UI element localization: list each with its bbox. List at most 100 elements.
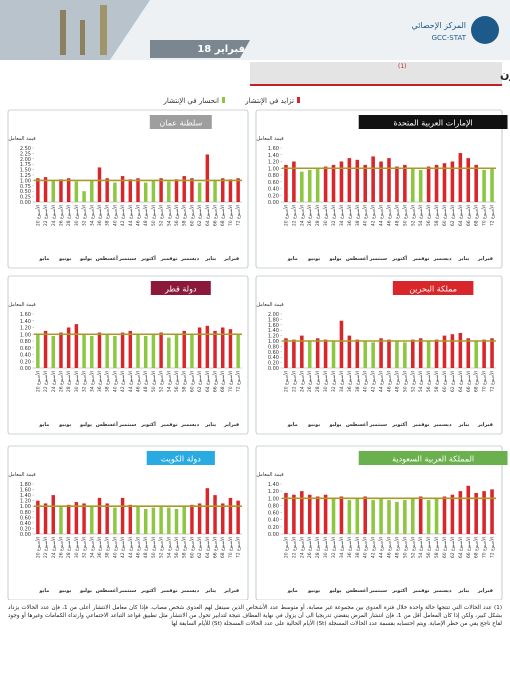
bar [434, 339, 439, 368]
month-label: أكتوبر [140, 587, 156, 594]
bar [36, 500, 40, 534]
bar [442, 163, 447, 202]
title-band [250, 62, 502, 84]
y-tick-label: 1.40 [20, 493, 31, 499]
x-tick-label: الأسبوع 42 [119, 537, 126, 558]
bar [167, 507, 171, 534]
tower [80, 20, 85, 55]
x-tick-label: الأسبوع 28 [65, 205, 72, 226]
month-label: يناير [458, 588, 470, 594]
month-label: مايو [287, 422, 298, 428]
x-tick-label: الأسبوع 36 [96, 537, 103, 558]
x-tick-label: الأسبوع 60 [441, 205, 448, 226]
x-tick-label: الأسبوع 68 [219, 537, 226, 558]
x-tick-label: الأسبوع 42 [119, 371, 126, 392]
chart-title-badge [358, 115, 508, 129]
bar [403, 500, 407, 534]
bar [213, 180, 217, 202]
x-tick-label: الأسبوع 52 [409, 537, 416, 558]
bar [395, 341, 399, 368]
month-label: أغسطس [96, 421, 118, 428]
bar [458, 491, 463, 534]
bar [347, 335, 352, 368]
x-tick-label: الأسبوع 48 [393, 371, 400, 392]
bar [379, 338, 383, 368]
month-label: يناير [458, 256, 470, 262]
x-tick-label: الأسبوع 46 [135, 371, 142, 392]
date: 18 فبراير [197, 44, 245, 55]
y-tick-label: 0.75 [20, 184, 31, 190]
x-tick-label: الأسبوع 36 [96, 371, 103, 392]
month-label: مايو [287, 588, 298, 594]
x-tick-label: الأسبوع 62 [196, 205, 203, 226]
x-tick-label: الأسبوع 30 [73, 537, 80, 558]
bar [167, 181, 171, 202]
x-tick-label: الأسبوع 64 [457, 371, 464, 392]
x-tick-label: الأسبوع 24 [298, 205, 305, 226]
bar [442, 496, 447, 534]
month-label: يوليو [328, 588, 341, 594]
bar [410, 168, 415, 202]
x-tick-label: الأسبوع 62 [449, 371, 456, 392]
x-tick-label: الأسبوع 20 [282, 205, 289, 226]
bar [410, 498, 415, 534]
y-tick-label: 1.20 [268, 489, 279, 495]
x-tick-label: الأسبوع 46 [135, 205, 142, 226]
y-tick-label: 1.20 [268, 334, 279, 340]
x-tick-label: الأسبوع 20 [34, 537, 41, 558]
bar [113, 507, 117, 534]
x-tick-label: الأسبوع 50 [401, 537, 408, 558]
y-tick-label: 1.00 [268, 166, 279, 172]
bar [371, 156, 375, 202]
bar [66, 504, 71, 534]
bar [182, 506, 186, 534]
x-tick-label: الأسبوع 70 [481, 205, 488, 226]
x-tick-label: الأسبوع 22 [290, 537, 297, 558]
x-tick-label: الأسبوع 40 [111, 537, 118, 558]
bar [482, 339, 486, 368]
bar [120, 332, 125, 368]
bar [474, 164, 478, 202]
x-tick-label: الأسبوع 54 [417, 537, 424, 558]
x-tick-label: الأسبوع 72 [235, 205, 242, 226]
bar [105, 503, 109, 534]
y-tick-label: 1.75 [20, 162, 31, 168]
bar [51, 180, 55, 202]
x-tick-label: الأسبوع 50 [150, 537, 157, 558]
bar [490, 168, 494, 202]
chart-title-badge [149, 115, 212, 129]
month-label: نوفمبر [160, 588, 178, 594]
x-tick-label: الأسبوع 24 [298, 371, 305, 392]
y-tick-label: 0.40 [20, 521, 31, 527]
x-tick-label: الأسبوع 22 [290, 205, 297, 226]
x-tick-label: الأسبوع 36 [346, 205, 353, 226]
bar [395, 166, 399, 202]
x-tick-label: الأسبوع 26 [306, 205, 313, 226]
chart-title: المملكة العربية السعودية [392, 455, 474, 464]
y-tick-label: 1.60 [20, 312, 31, 318]
x-tick-label: الأسبوع 50 [150, 371, 157, 392]
bar [466, 485, 471, 534]
month-label: أكتوبر [140, 255, 156, 262]
x-tick-label: الأسبوع 32 [330, 537, 337, 558]
y-tick-label: 1.60 [268, 146, 279, 152]
bar [331, 164, 336, 202]
month-label: يوليو [79, 256, 92, 262]
x-tick-label: الأسبوع 44 [378, 205, 385, 226]
y-tick-label: 1.20 [268, 160, 279, 166]
bar [213, 495, 217, 534]
bar [300, 335, 304, 368]
logo-ar: المركز الإحصائي [412, 21, 466, 31]
x-tick-label: الأسبوع 44 [127, 205, 134, 226]
x-tick-label: الأسبوع 54 [165, 371, 172, 392]
month-label: ديسمبر [180, 588, 199, 594]
bar [221, 327, 225, 368]
y-tick-label: 0.40 [20, 353, 31, 359]
x-tick-label: الأسبوع 36 [346, 371, 353, 392]
y-tick-label: 1.20 [20, 326, 31, 332]
bar [159, 506, 163, 534]
y-tick-label: 2.00 [20, 157, 31, 163]
x-tick-label: الأسبوع 72 [489, 537, 496, 558]
y-tick-label: 0.20 [20, 526, 31, 532]
x-tick-label: الأسبوع 34 [338, 537, 345, 558]
